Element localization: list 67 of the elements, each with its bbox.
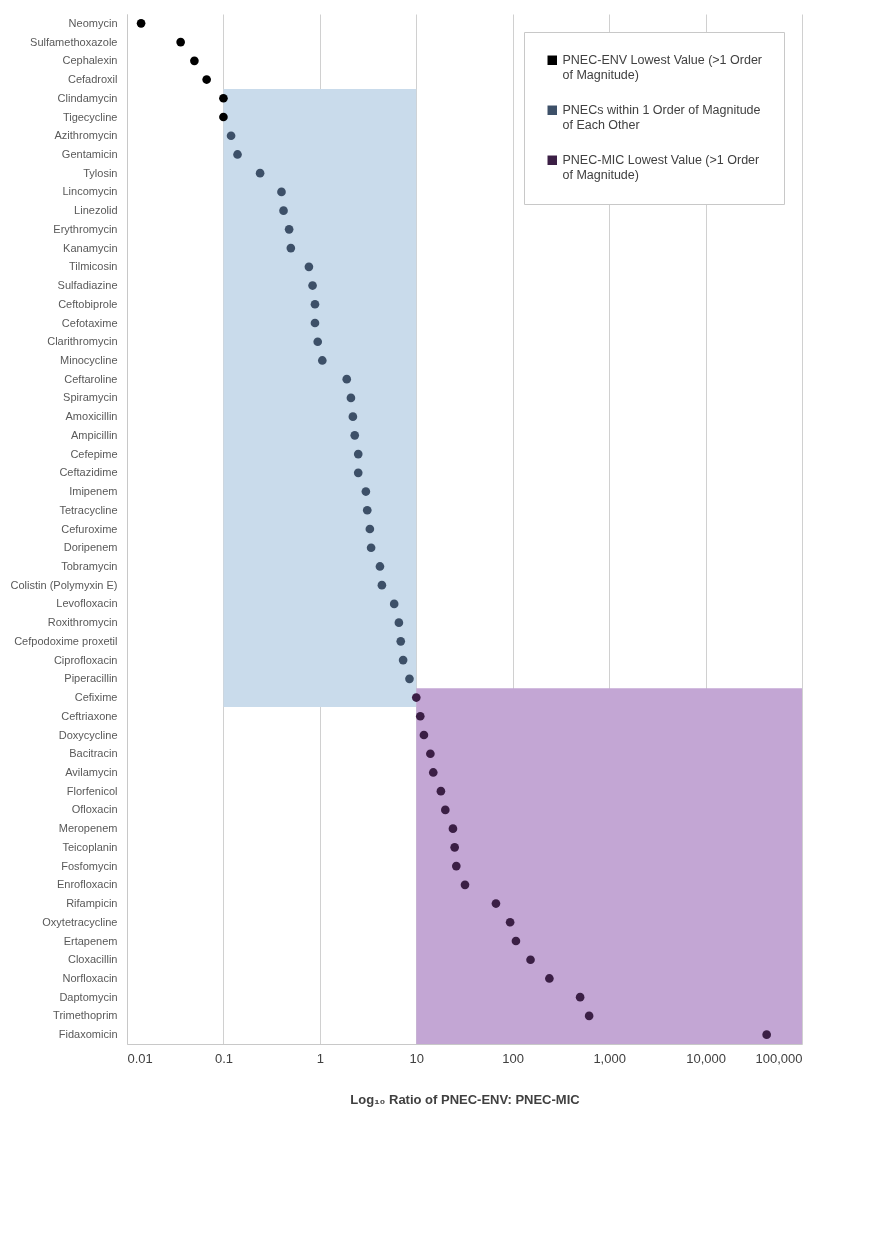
y-tick-label: Cefadroxil [67, 73, 118, 86]
y-tick-label: Cefotaxime [61, 316, 118, 329]
y-tick-label: Cephalexin [62, 54, 118, 67]
x-tick-label: 1 [316, 1050, 324, 1066]
y-tick-label: Ceftaroline [64, 372, 118, 385]
y-tick-label: Tetracycline [59, 503, 118, 516]
y-tick-label: Ceftriaxone [61, 709, 118, 722]
y-tick-label: Tobramycin [61, 559, 118, 572]
y-tick-label: Kanamycin [63, 241, 118, 254]
y-tick-label: Neomycin [68, 16, 118, 29]
y-tick-label: Roxithromycin [47, 616, 118, 629]
y-tick-label: Cloxacillin [67, 953, 118, 966]
y-tick-label: Doxycycline [58, 728, 118, 741]
y-tick-label: Ceftazidime [59, 466, 118, 479]
y-tick-label: Spiramycin [63, 391, 118, 404]
y-tick-label: Clindamycin [57, 91, 118, 104]
y-tick-label: Amoxicillin [65, 410, 118, 423]
y-tick-label: Azithromycin [54, 129, 118, 142]
y-tick-label: Linezolid [74, 204, 118, 217]
y-tick-label: Levofloxacin [56, 597, 118, 610]
y-tick-label: Ofloxacin [71, 803, 118, 816]
legend-label: PNEC-ENV Lowest Value (>1 Order of Magnitude) [562, 53, 762, 82]
y-tick-label: Meropenem [58, 822, 118, 835]
x-tick-label: 100,000 [755, 1050, 803, 1066]
y-tick-label: Bacitracin [69, 747, 118, 760]
x-tick-label: 10 [409, 1050, 425, 1066]
y-tick-label: Imipenem [69, 485, 118, 498]
y-tick-label: Trimethoprim [53, 1009, 118, 1022]
y-tick-label: Tylosin [83, 166, 118, 179]
y-tick-label: Lincomycin [62, 185, 118, 198]
y-tick-label: Daptomycin [59, 990, 118, 1003]
y-tick-label: Minocycline [60, 353, 118, 366]
y-tick-label: Ceftobiprole [58, 297, 118, 310]
x-tick-label: 0.1 [214, 1050, 233, 1066]
y-tick-label: Ampicillin [71, 428, 118, 441]
y-tick-label: Cefepime [70, 447, 118, 460]
y-tick-label: Clarithromycin [47, 335, 118, 348]
y-tick-label: Teicoplanin [62, 840, 118, 853]
y-tick-label: Cefuroxime [61, 522, 118, 535]
y-tick-label: Rifampicin [66, 897, 118, 910]
y-tick-label: Colistin (Polymyxin E) [10, 578, 118, 591]
y-tick-label: Ertapenem [63, 934, 118, 947]
y-tick-label: Ciprofloxacin [53, 653, 118, 666]
y-tick-label: Fosfomycin [61, 859, 118, 872]
y-tick-label: Doripenem [63, 541, 118, 554]
x-axis-title: Log₁₀ Ratio of PNEC-ENV: PNEC-MIC [350, 1091, 581, 1107]
y-tick-label: Avilamycin [65, 765, 118, 778]
y-tick-label: Norfloxacin [62, 971, 118, 984]
y-tick-label: Florfenicol [66, 784, 118, 797]
x-tick-label: 0.01 [127, 1050, 153, 1066]
y-tick-label: Enrofloxacin [56, 878, 118, 891]
x-tick-label: 10,000 [686, 1050, 726, 1066]
y-tick-label: Cefixime [74, 691, 118, 704]
y-tick-label: Fidaxomicin [58, 1028, 118, 1041]
x-tick-label: 1,000 [593, 1050, 626, 1066]
y-tick-label: Cefpodoxime proxetil [14, 634, 118, 647]
y-tick-label: Tilmicosin [69, 260, 118, 273]
y-tick-label: Oxytetracycline [42, 915, 118, 928]
y-tick-label: Piperacillin [64, 672, 118, 685]
legend-label: PNEC-MIC Lowest Value (>1 Order of Magnitude) [562, 153, 760, 182]
x-tick-label: 100 [502, 1050, 525, 1066]
legend-label: PNECs within 1 Order of Magnitude of Each Other [562, 103, 761, 132]
y-tick-label: Sulfadiazine [57, 279, 118, 292]
y-tick-label: Gentamicin [61, 147, 118, 160]
y-tick-label: Sulfamethoxazole [30, 35, 118, 48]
y-tick-label: Erythromycin [53, 222, 118, 235]
y-tick-label: Tigecycline [62, 110, 118, 123]
